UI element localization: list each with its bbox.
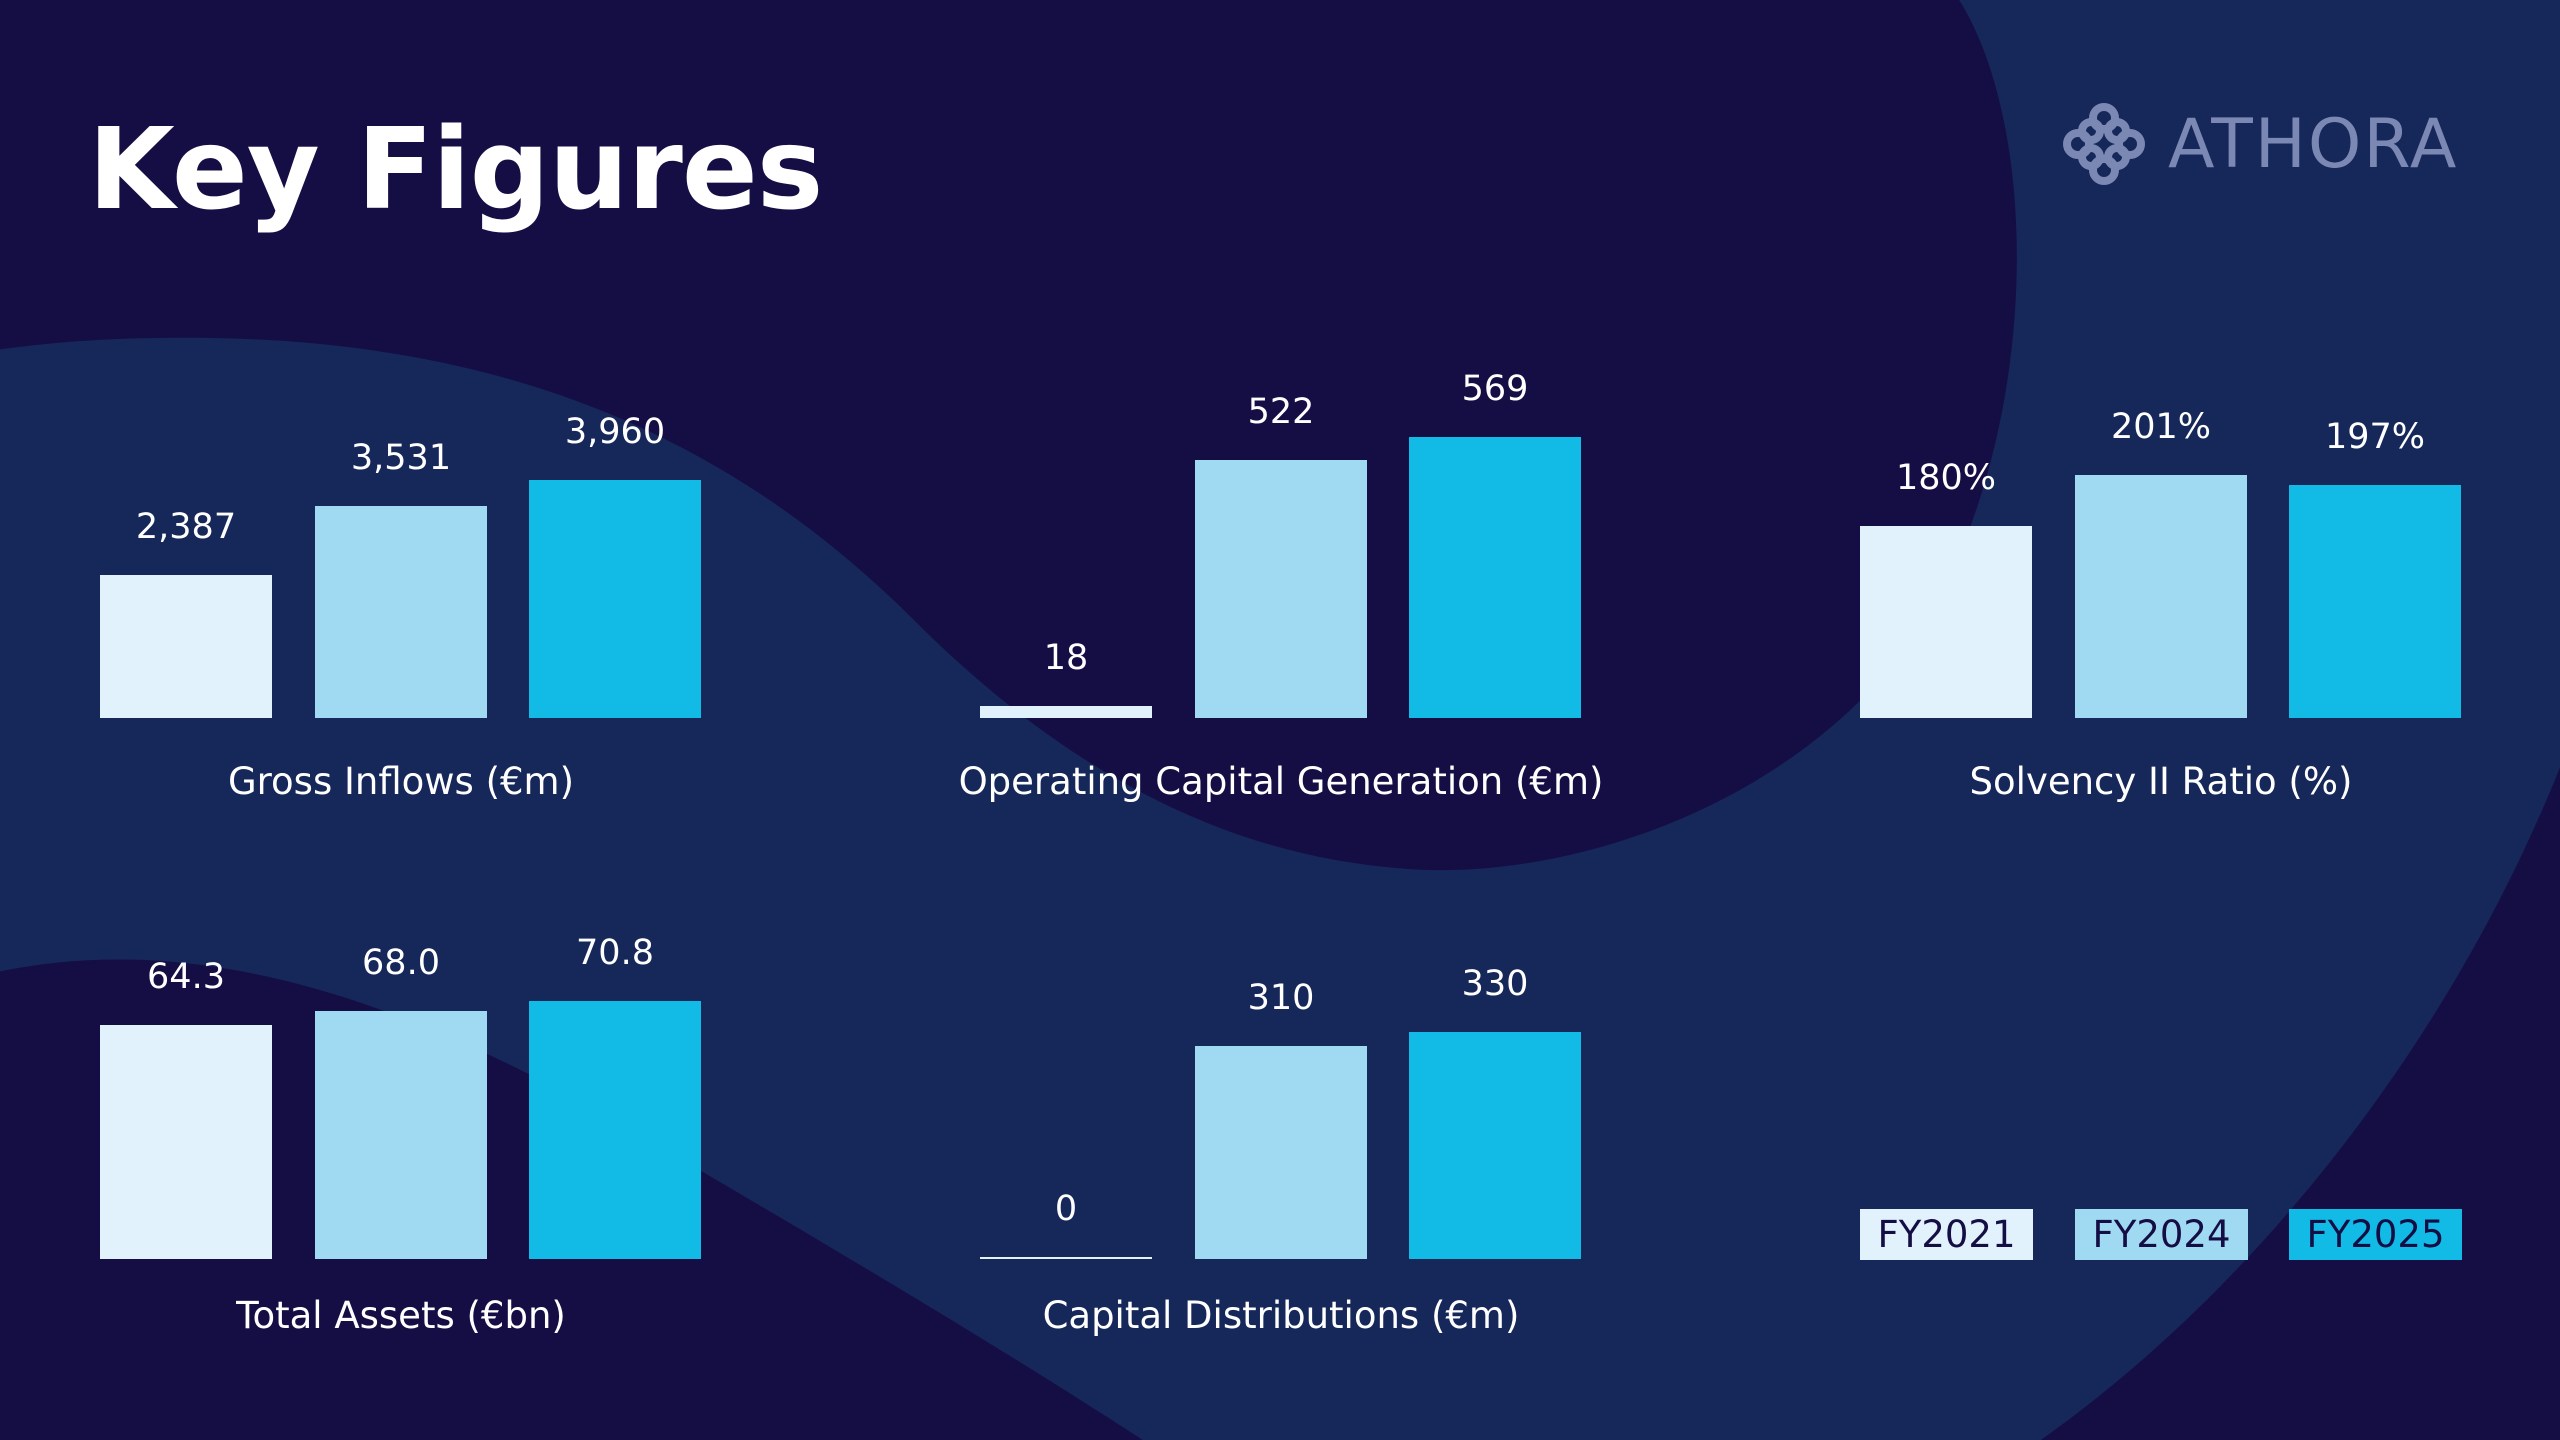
bar-fy2021 <box>1860 525 2032 718</box>
value-label: 197% <box>2324 416 2426 457</box>
bar-fy2021 <box>100 574 272 718</box>
athora-logo: ATHORA <box>2058 98 2458 190</box>
bar-fy2021 <box>100 1024 272 1259</box>
value-label: 201% <box>2110 407 2212 447</box>
legend-fy2024: FY2024 <box>2075 1209 2248 1260</box>
value-label: 3,531 <box>350 437 452 478</box>
value-label: 18 <box>1043 638 1089 678</box>
bar-fy2025 <box>2289 484 2461 718</box>
logo-text: ATHORA <box>2168 104 2459 184</box>
bar-fy2024 <box>1195 1045 1367 1259</box>
chart-title: Operating Capital Generation (€m) <box>958 760 1604 803</box>
chart-title: Capital Distributions (€m) <box>1042 1294 1520 1337</box>
legend-fy2021: FY2021 <box>1860 1209 2033 1260</box>
dark-shape-bottom-right <box>2040 767 2560 1440</box>
chart-title: Solvency II Ratio (%) <box>1969 760 2353 803</box>
value-label: 180% <box>1895 457 1997 498</box>
value-label: 3,960 <box>564 412 666 452</box>
value-label: 522 <box>1247 392 1315 433</box>
page-title: Key Figures <box>88 105 823 235</box>
bar-fy2025 <box>1409 437 1581 718</box>
bar-fy2021 <box>980 1257 1152 1259</box>
athora-knot-icon <box>2063 103 2145 185</box>
bar-fy2025 <box>1409 1032 1581 1259</box>
bar-fy2021 <box>980 706 1152 718</box>
value-label: 64.3 <box>147 956 225 997</box>
value-label: 2,387 <box>135 506 237 547</box>
value-label: 330 <box>1461 964 1529 1004</box>
bar-fy2025 <box>529 1001 701 1259</box>
bar-fy2024 <box>2075 475 2247 718</box>
chart-title: Total Assets (€bn) <box>236 1294 566 1337</box>
chart-title: Gross Inflows (€m) <box>227 760 575 803</box>
value-label: 70.8 <box>576 933 654 973</box>
bar-fy2024 <box>1195 460 1367 718</box>
bar-fy2025 <box>529 480 701 718</box>
value-label: 569 <box>1461 369 1529 409</box>
bar-fy2024 <box>315 505 487 718</box>
value-label: 310 <box>1247 977 1315 1018</box>
value-label: 0 <box>1054 1189 1078 1229</box>
bar-fy2024 <box>315 1011 487 1259</box>
value-label: 68.0 <box>362 943 440 984</box>
legend-fy2025: FY2025 <box>2289 1209 2462 1260</box>
